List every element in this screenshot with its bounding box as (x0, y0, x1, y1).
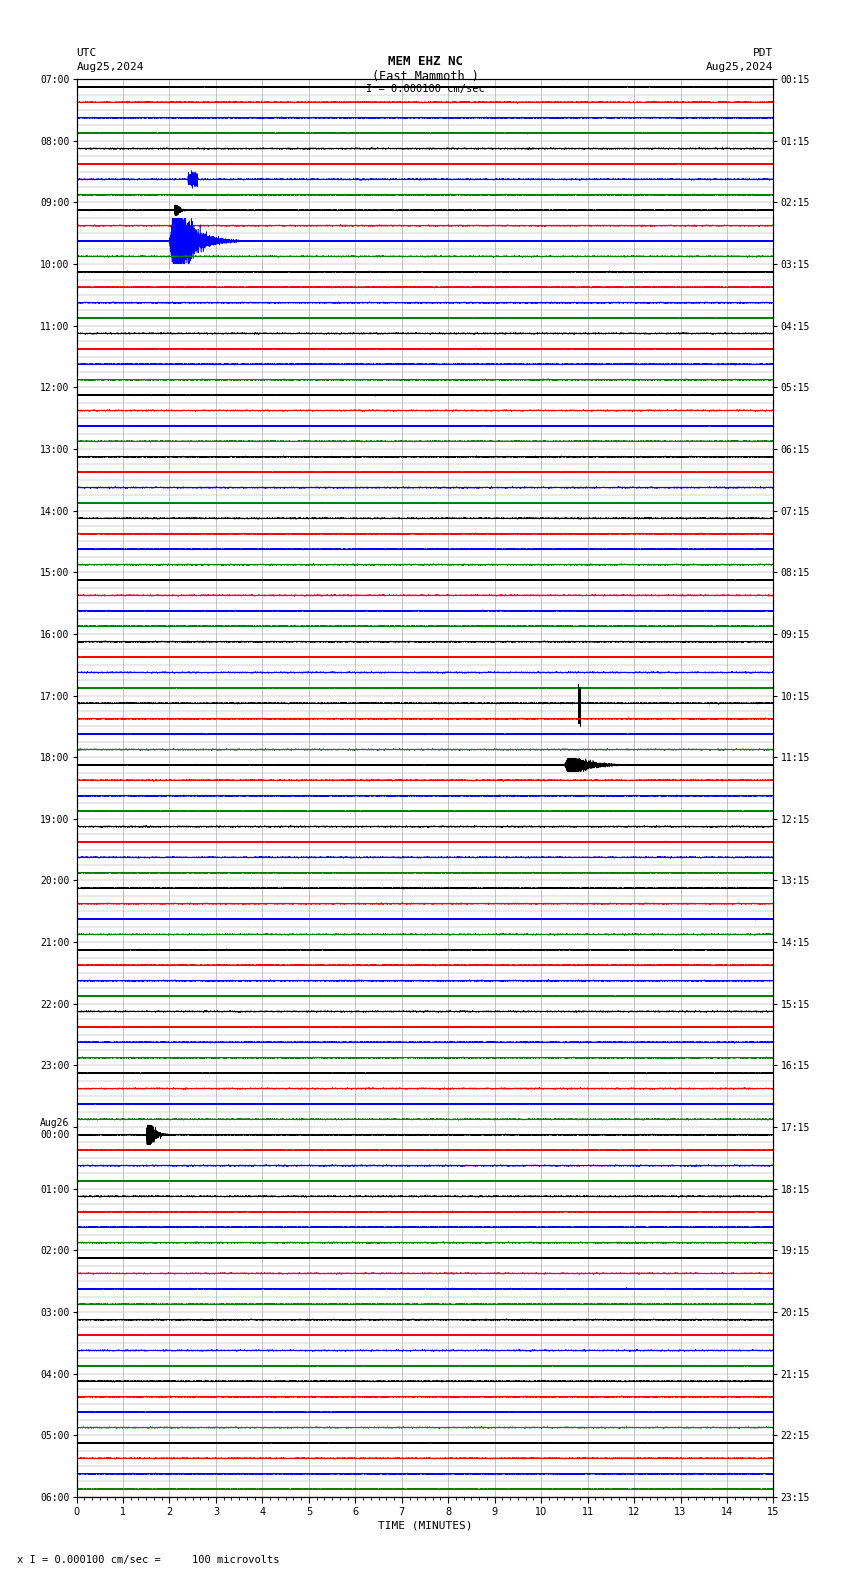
Text: Aug25,2024: Aug25,2024 (706, 62, 774, 71)
Text: MEM EHZ NC: MEM EHZ NC (388, 55, 462, 68)
Text: PDT: PDT (753, 48, 774, 57)
Text: x I = 0.000100 cm/sec =     100 microvolts: x I = 0.000100 cm/sec = 100 microvolts (17, 1555, 280, 1565)
Text: Aug25,2024: Aug25,2024 (76, 62, 144, 71)
X-axis label: TIME (MINUTES): TIME (MINUTES) (377, 1521, 473, 1530)
Text: (East Mammoth ): (East Mammoth ) (371, 70, 479, 82)
Text: I = 0.000100 cm/sec: I = 0.000100 cm/sec (366, 84, 484, 93)
Text: UTC: UTC (76, 48, 97, 57)
